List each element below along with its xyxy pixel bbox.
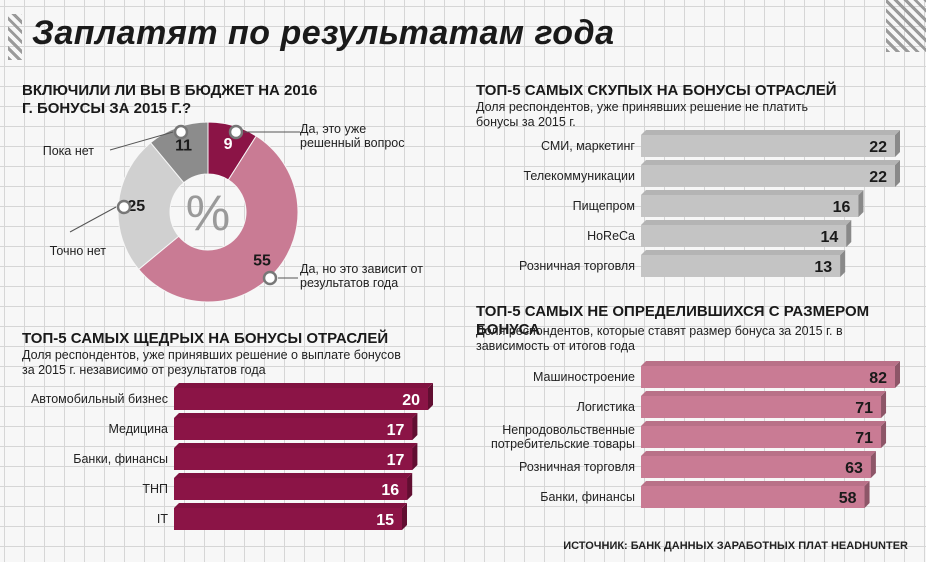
bar-category-label: Непродовольственные [502, 423, 635, 437]
stingy-title: ТОП-5 САМЫХ СКУПЫХ НА БОНУСЫ ОТРАСЛЕЙ [476, 82, 837, 99]
bar-category-label: Автомобильный бизнес [31, 392, 168, 406]
bar-value-label: 17 [387, 422, 405, 439]
pie-label-pending: Пока нет [42, 144, 94, 158]
pie-label-depends: Да, но это зависит от результатов года [300, 262, 423, 290]
pie-value-label: 55 [253, 253, 271, 270]
bar-top [174, 503, 407, 508]
bar [174, 388, 428, 410]
title-accent [8, 14, 22, 60]
bar-top [641, 391, 887, 396]
bar [641, 225, 847, 247]
bar [641, 486, 865, 508]
generous-title: ТОП-5 САМЫХ ЩЕДРЫХ НА БОНУСЫ ОТРАСЛЕЙ [22, 330, 389, 347]
bar-top [641, 250, 846, 255]
bar-category-label: Банки, финансы [73, 452, 168, 466]
bar-top [641, 130, 900, 135]
callout-marker [262, 270, 278, 286]
pie-label-decided: Да, это уже решенный вопрос [300, 122, 405, 150]
pie-title: ВКЛЮЧИЛИ ЛИ ВЫ В БЮДЖЕТ НА 2016 Г. БОНУС… [22, 82, 318, 117]
corner-hatch [886, 0, 926, 52]
bar-value-label: 16 [833, 199, 851, 216]
callout-marker [173, 124, 189, 140]
bar-value-label: 82 [869, 370, 887, 387]
bar-top [641, 220, 852, 225]
bar-category-label: Розничная торговля [519, 259, 635, 273]
bar [174, 448, 413, 470]
bar-category-label: Логистика [577, 400, 635, 414]
pie-slice [149, 121, 209, 184]
bar-value-label: 16 [381, 482, 399, 499]
stingy-subtitle: Доля респондентов, уже принявших решение… [476, 100, 809, 129]
bar [641, 426, 882, 448]
bar-value-label: 71 [855, 430, 873, 447]
bar-category-label: Машиностроение [533, 370, 635, 384]
bar-top [641, 481, 870, 486]
bar [641, 165, 895, 187]
bar-category-label: IT [157, 512, 168, 526]
bar-category-label: Банки, финансы [540, 490, 635, 504]
bar [641, 366, 895, 388]
pie-value-label: 9 [224, 136, 233, 153]
undecided-subtitle: Доля респондентов, которые ставят размер… [476, 324, 843, 353]
bar-category-label: потребительские товары [491, 437, 635, 451]
bar-top [174, 443, 418, 448]
bar [174, 478, 408, 500]
bar-category-label: HoReCa [587, 229, 635, 243]
bar [174, 508, 402, 530]
bar-category-label: ТНП [142, 482, 168, 496]
bar-top [641, 361, 900, 366]
pie-label-no: Точно нет [49, 244, 106, 258]
bar-value-label: 71 [855, 400, 873, 417]
bar [641, 456, 871, 478]
pie-slice [117, 141, 185, 271]
undecided-title: ТОП-5 САМЫХ НЕ ОПРЕДЕЛИВШИХСЯ С РАЗМЕРОМ… [476, 303, 870, 338]
bar-value-label: 20 [402, 392, 420, 409]
bar-value-label: 17 [387, 452, 405, 469]
page-title: Заплатят по результатам года [32, 14, 615, 52]
bar-top [174, 383, 433, 388]
bar-category-label: Пищепром [573, 199, 635, 213]
bar-value-label: 22 [869, 169, 887, 186]
bar-value-label: 22 [869, 139, 887, 156]
bar-top [641, 451, 876, 456]
pie-center-label: % [186, 185, 230, 241]
callout-line [109, 131, 174, 151]
bar-value-label: 63 [845, 460, 863, 477]
bar [174, 418, 413, 440]
bar-category-label: СМИ, маркетинг [541, 139, 635, 153]
bar-category-label: Медицина [108, 422, 168, 436]
callout-marker [228, 124, 244, 140]
pie-value-label: 25 [127, 198, 145, 215]
generous-subtitle: Доля респондентов, уже принявших решение… [22, 348, 401, 377]
bar [641, 255, 841, 277]
bar-value-label: 58 [839, 490, 857, 507]
bar-top [641, 421, 887, 426]
bar [641, 195, 859, 217]
pie-value-label: 11 [175, 137, 192, 154]
bar [641, 396, 882, 418]
bar-value-label: 15 [376, 512, 394, 529]
bar-top [641, 160, 900, 165]
bar-category-label: Розничная торговля [519, 460, 635, 474]
bar-value-label: 13 [814, 259, 832, 276]
callout-line [69, 206, 117, 233]
callout-marker [116, 199, 132, 215]
bar-top [641, 190, 864, 195]
bar-top [174, 413, 418, 418]
pie-slice [137, 135, 299, 303]
bar-value-label: 14 [820, 229, 838, 246]
bar-category-label: Телекоммуникации [523, 169, 635, 183]
bar-top [174, 473, 413, 478]
bar [641, 135, 895, 157]
source-note: ИСТОЧНИК: БАНК ДАННЫХ ЗАРАБОТНЫХ ПЛАТ HE… [563, 540, 908, 552]
